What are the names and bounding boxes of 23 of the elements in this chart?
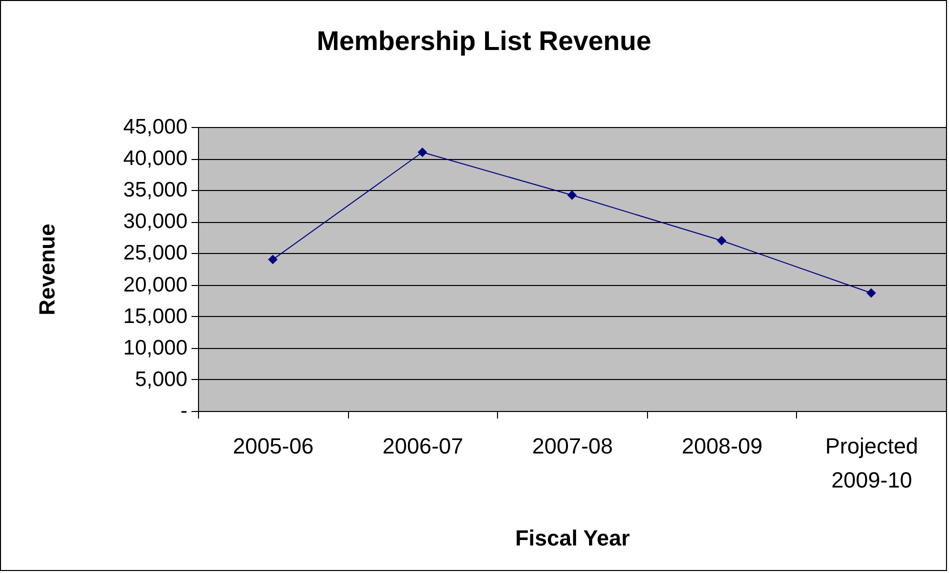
y-tick-label: 35,000	[123, 178, 188, 202]
x-tick-label: 2008-09	[682, 434, 762, 458]
y-tick-label: 5,000	[134, 368, 188, 391]
point	[268, 254, 278, 264]
y-tick-label: 10,000	[123, 336, 188, 360]
chart-title: Membership List Revenue	[316, 26, 652, 56]
point	[716, 236, 726, 246]
y-tick-label: 15,000	[123, 304, 188, 328]
y-tick-label: 30,000	[123, 210, 188, 234]
x-tick-label: Projected 2009-10	[825, 434, 918, 492]
y-tick-label: 40,000	[123, 147, 188, 170]
y-axis-title: Revenue	[34, 224, 60, 316]
point	[567, 190, 577, 200]
point	[866, 288, 876, 298]
x-tick-label: 2005-06	[232, 434, 314, 458]
y-tick-label: 45,000	[123, 116, 188, 138]
y-tick-label: 25,000	[123, 242, 188, 265]
y-tick-label: -	[180, 400, 188, 422]
x-tick-label: 2007-08	[532, 434, 613, 458]
y-tick-label: 20,000	[123, 273, 188, 296]
x-tick-label: 2006-07	[382, 434, 464, 458]
point	[418, 148, 428, 157]
x-axis-title: Fiscal Year	[515, 526, 630, 550]
